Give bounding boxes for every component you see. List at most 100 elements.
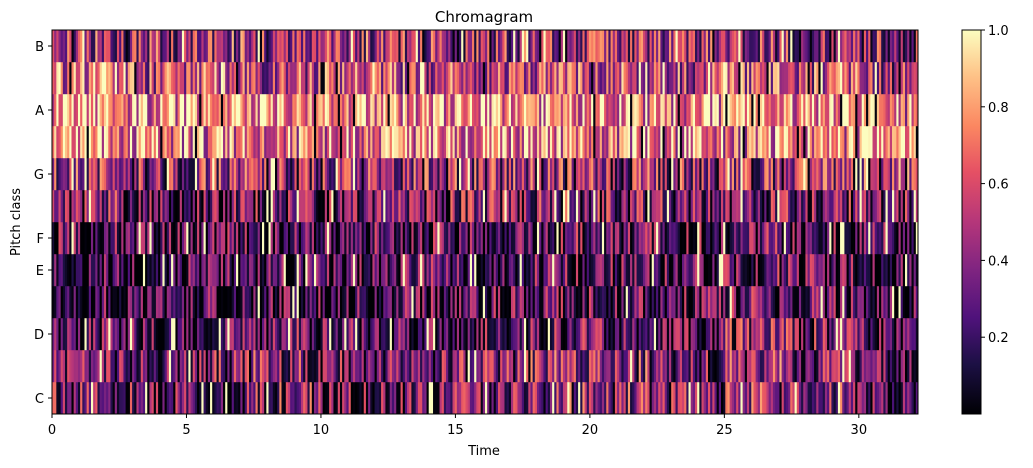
heatmap-cell (251, 126, 254, 159)
heatmap-cell (404, 286, 408, 319)
heatmap-cell (279, 158, 282, 191)
heatmap-cell (866, 190, 869, 223)
heatmap-cell (497, 286, 501, 319)
heatmap-cell (93, 254, 96, 287)
heatmap-cell (651, 158, 655, 191)
heatmap-cell (604, 382, 607, 415)
heatmap-cell (829, 94, 832, 127)
heatmap-cell (658, 222, 661, 255)
heatmap-cell (229, 286, 233, 319)
heatmap-cell (783, 286, 787, 319)
heatmap-cell (497, 222, 501, 255)
heatmap-cell (97, 158, 101, 191)
heatmap-cell (320, 254, 324, 287)
heatmap-cell (145, 222, 148, 255)
heatmap-cell (255, 318, 259, 351)
heatmap-cell (820, 382, 824, 415)
heatmap-cell (827, 382, 830, 415)
heatmap-cell (441, 158, 445, 191)
heatmap-cell (216, 190, 220, 223)
heatmap-cell (138, 62, 142, 95)
heatmap-cell (801, 94, 804, 127)
heatmap-cell (762, 158, 765, 191)
heatmap-cell (335, 318, 339, 351)
heatmap-cell (151, 318, 155, 351)
heatmap-cell (913, 350, 917, 383)
heatmap-cell (699, 190, 702, 223)
heatmap-cell (394, 254, 397, 287)
heatmap-cell (651, 382, 655, 415)
heatmap-cell (634, 286, 637, 319)
heatmap-cell (874, 190, 878, 223)
heatmap-cell (840, 254, 843, 287)
heatmap-cell (108, 222, 111, 255)
heatmap-cell (97, 350, 101, 383)
heatmap-cell (231, 190, 235, 223)
heatmap-cell (329, 222, 332, 255)
heatmap-cell (155, 382, 159, 415)
heatmap-cell (439, 286, 443, 319)
heatmap-cell (140, 318, 144, 351)
heatmap-cell (647, 158, 650, 191)
heatmap-cell (472, 126, 475, 159)
heatmap-cell (257, 286, 261, 319)
heatmap-cell (907, 190, 910, 223)
heatmap-cell (82, 94, 85, 127)
heatmap-cell (322, 94, 326, 127)
heatmap-cell (478, 286, 482, 319)
heatmap-cell (465, 158, 469, 191)
heatmap-cell (783, 382, 787, 415)
heatmap-cell (60, 222, 64, 255)
heatmap-cell (567, 62, 570, 95)
heatmap-cell (818, 318, 821, 351)
heatmap-cell (556, 222, 559, 255)
heatmap-cell (218, 318, 222, 351)
heatmap-cell (539, 382, 542, 415)
heatmap-cell (259, 190, 263, 223)
heatmap-cell (777, 126, 780, 159)
heatmap-cell (671, 94, 674, 127)
heatmap-cell (127, 30, 131, 63)
heatmap-cell (913, 222, 917, 255)
heatmap-cell (883, 158, 886, 191)
heatmap-cell (521, 158, 525, 191)
heatmap-cell (723, 30, 726, 63)
heatmap-cell (426, 126, 430, 159)
heatmap-cell (142, 286, 146, 319)
heatmap-cell (831, 350, 834, 383)
heatmap-cell (112, 158, 116, 191)
heatmap-cell (305, 350, 308, 383)
heatmap-cell (487, 222, 490, 255)
heatmap-cell (433, 62, 436, 95)
heatmap-cell (73, 190, 77, 223)
heatmap-cell (701, 254, 705, 287)
heatmap-cell (755, 30, 759, 63)
heatmap-cell (188, 62, 191, 95)
heatmap-cell (816, 350, 819, 383)
heatmap-cell (400, 222, 404, 255)
heatmap-cell (736, 30, 739, 63)
heatmap-cell (805, 94, 808, 127)
heatmap-cell (233, 222, 237, 255)
heatmap-cell (240, 94, 243, 127)
heatmap-cell (790, 318, 793, 351)
heatmap-cell (785, 62, 789, 95)
heatmap-cell (80, 94, 83, 127)
heatmap-cell (827, 222, 830, 255)
heatmap-cell (199, 254, 202, 287)
heatmap-cell (95, 382, 98, 415)
heatmap-cell (733, 190, 737, 223)
heatmap-cell (627, 30, 631, 63)
heatmap-cell (861, 222, 865, 255)
heatmap-cell (394, 318, 397, 351)
heatmap-cell (736, 158, 739, 191)
heatmap-cell (506, 222, 510, 255)
heatmap-cell (595, 30, 598, 63)
heatmap-cell (339, 126, 343, 159)
heatmap-cell (766, 158, 770, 191)
heatmap-cell (298, 222, 302, 255)
heatmap-cell (145, 382, 148, 415)
heatmap-cell (179, 350, 183, 383)
heatmap-cell (212, 254, 215, 287)
heatmap-cell (679, 30, 683, 63)
